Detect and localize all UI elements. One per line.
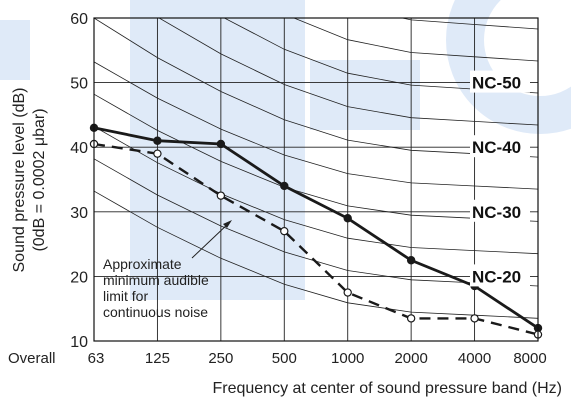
plot-frame: [93, 17, 539, 342]
annotation-line-2: minimum audible: [103, 272, 209, 288]
y-tick-label: 40: [70, 140, 88, 157]
nc-label-background: [470, 70, 530, 93]
nc-reference-curve: [94, 18, 538, 158]
annotation-arrow-head: [223, 220, 232, 228]
annotation-line-1: Approximate: [103, 256, 182, 272]
nc-label: NC-50: [472, 74, 521, 93]
y-tick-label: 10: [70, 334, 88, 351]
series-solid-point: [280, 181, 289, 191]
y-tick-label: 20: [70, 269, 88, 286]
annotation-line-4: continuous noise: [103, 304, 208, 320]
series-dashed-point: [280, 226, 289, 236]
series-solid-point: [343, 214, 352, 223]
series-dashed-point: [216, 191, 226, 200]
nc-label: NC-20: [472, 267, 521, 286]
series-solid-point: [153, 136, 162, 145]
tick-labels: 10 20 30 40 50 60 63 125 250 500 1000 2000 4000 8000: [70, 11, 546, 367]
y-axis-label-line1: Sound pressure level (dB): [11, 88, 28, 273]
nc-label-background: [470, 264, 530, 287]
annotation-arrow: [191, 220, 232, 259]
nc-reference-curve: [94, 190, 538, 319]
nc-reference-curve: [94, 93, 538, 222]
annotation-text: Approximate minimum audible limit for co…: [103, 256, 209, 320]
y-axis-label-line2: (0dB = 0.0002 μbar): [31, 108, 48, 251]
series-solid-point: [216, 139, 226, 149]
x-tick-label: 500: [272, 350, 297, 367]
nc-label-background: [470, 135, 530, 158]
grid-lines: [93, 17, 539, 342]
nc-reference-curve: [158, 18, 538, 126]
nc-reference-curve: [94, 126, 538, 255]
annotation-arrow-line: [191, 221, 231, 259]
y-tick-label: 60: [70, 11, 88, 28]
x-axis-label: Frequency at center of sound pressure ba…: [212, 380, 562, 397]
series-solid-line: [93, 126, 539, 330]
x-tick-label: 4000: [458, 350, 491, 367]
x-tick-label: 2000: [394, 350, 427, 367]
nc-reference-curve: [292, 18, 538, 62]
series-dashed-point: [153, 149, 162, 158]
x-tick-label: 250: [208, 350, 233, 367]
series-dashed-line: [93, 142, 539, 336]
x-tick-label: 8000: [513, 350, 546, 367]
nc-label-background: [470, 199, 530, 222]
annotation-line-3: limit for: [103, 288, 148, 304]
nc-reference-curve: [223, 18, 538, 94]
x-tick-label: 125: [145, 350, 170, 367]
series-dashed-point: [470, 314, 479, 323]
y-tick-label: 30: [70, 205, 88, 222]
nc-reference-curve: [400, 18, 538, 30]
nc-label: NC-30: [472, 203, 521, 222]
nc-labels: NC-50 NC-40 NC-30 NC-20: [470, 70, 530, 287]
series-solid-point: [406, 256, 416, 265]
series-dashed-point: [406, 314, 416, 323]
x-tick-label: 1000: [331, 350, 364, 367]
nc-label: NC-40: [472, 138, 521, 157]
series-dashed-point: [343, 288, 352, 297]
x-tick-label: 63: [88, 350, 105, 367]
y-tick-label: 50: [70, 76, 88, 93]
nc-reference-curve: [94, 61, 538, 190]
x-overall-label: Overall: [8, 350, 56, 367]
